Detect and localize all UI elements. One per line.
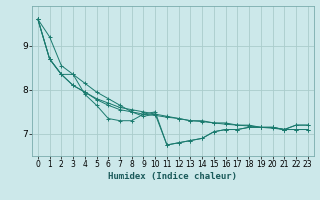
X-axis label: Humidex (Indice chaleur): Humidex (Indice chaleur) [108,172,237,181]
